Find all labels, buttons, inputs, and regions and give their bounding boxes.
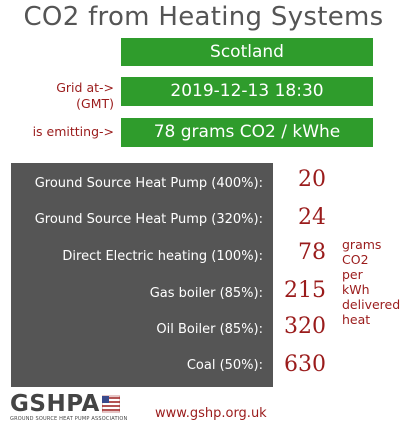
unit-line: CO2	[342, 252, 369, 267]
emitting-value-box: 78 grams CO2 / kWhe	[121, 118, 373, 147]
logo-tagline: GROUND SOURCE HEAT PUMP ASSOCIATION	[10, 416, 128, 422]
region-box: Scotland	[121, 38, 373, 66]
unit-line: delivered	[342, 297, 401, 312]
unit-label: grams CO2 per kWh delivered heat	[342, 237, 404, 327]
system-value-gas-boiler: 215	[284, 278, 326, 303]
heating-systems-panel: Ground Source Heat Pump (400%): Ground S…	[11, 163, 273, 387]
system-label-coal: Coal (50%):	[186, 358, 263, 373]
system-label-oil-boiler: Oil Boiler (85%):	[156, 322, 263, 337]
system-value-gshp-400: 20	[298, 167, 326, 192]
system-value-direct-electric: 78	[298, 240, 326, 265]
grid-label-line1: Grid at->	[56, 80, 114, 95]
system-value-oil-boiler: 320	[284, 314, 326, 339]
gshpa-logo: GSHPA GROUND SOURCE HEAT PUMP ASSOCIATIO…	[10, 392, 130, 428]
union-flag-icon	[101, 395, 120, 413]
system-value-gshp-320: 24	[298, 205, 326, 230]
datetime-box: 2019-12-13 18:30	[121, 77, 373, 106]
grid-label: Grid at-> (GMT)	[30, 80, 114, 112]
system-label-gshp-320: Ground Source Heat Pump (320%):	[34, 212, 263, 227]
unit-line: per	[342, 267, 363, 282]
system-value-coal: 630	[284, 352, 326, 377]
unit-line: kWh	[342, 282, 370, 297]
emitting-label: is emitting->	[32, 124, 114, 139]
website-link[interactable]: www.gshp.org.uk	[155, 406, 267, 421]
unit-line: heat	[342, 312, 371, 327]
system-label-gshp-400: Ground Source Heat Pump (400%):	[34, 176, 263, 191]
system-label-gas-boiler: Gas boiler (85%):	[149, 286, 263, 301]
logo-text: GSHPA	[10, 391, 100, 417]
unit-line: grams	[342, 237, 382, 252]
page-title: CO2 from Heating Systems	[23, 2, 384, 32]
system-label-direct-electric: Direct Electric heating (100%):	[62, 249, 263, 264]
grid-label-line2: (GMT)	[76, 96, 114, 111]
